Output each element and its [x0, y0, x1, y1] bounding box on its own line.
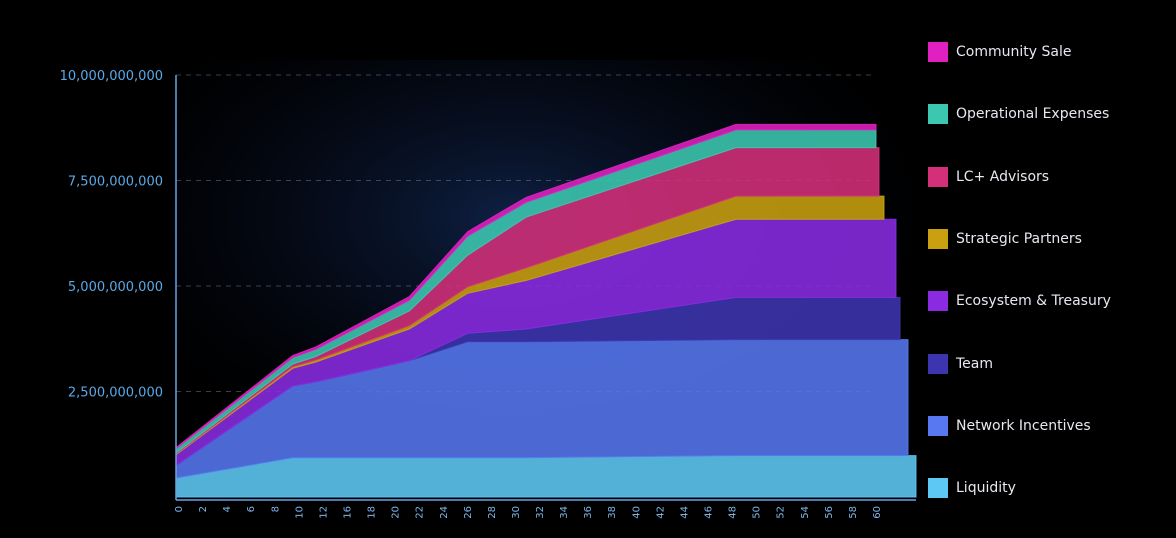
x-tick-label: 20 — [391, 506, 402, 519]
x-tick-label: 12 — [318, 506, 329, 519]
x-tick-label: 0 — [174, 506, 185, 512]
x-tick-label: 34 — [559, 506, 570, 519]
y-tick-label: 10,000,000,000 — [60, 69, 163, 84]
legend-swatch — [928, 291, 948, 312]
legend-item: LC+ Advisors — [928, 165, 1049, 189]
x-tick-label: 50 — [752, 506, 763, 519]
legend-swatch — [928, 166, 948, 187]
x-tick-label: 6 — [246, 506, 257, 512]
x-tick-label: 26 — [463, 506, 474, 519]
x-tick-label: 56 — [824, 506, 835, 519]
x-tick-label: 30 — [511, 506, 522, 519]
x-tick-label: 2 — [198, 506, 209, 512]
x-tick-label: 8 — [270, 506, 281, 512]
y-tick-label: 5,000,000,000 — [68, 280, 163, 295]
legend-item: Liquidity — [928, 476, 1016, 500]
x-tick-label: 24 — [439, 506, 450, 519]
legend-item: Operational Expenses — [928, 102, 1109, 126]
x-tick-label: 40 — [631, 506, 642, 519]
x-axis: 0 2 4 6 8 10 12 16 18 20 22 24 26 28 30 32 34 36 38 40 42 44 4… — [174, 499, 916, 519]
area-liquidity — [175, 455, 917, 498]
legend-swatch — [928, 415, 948, 436]
x-tick-label: 22 — [415, 506, 426, 519]
legend-swatch — [928, 42, 948, 62]
legend-swatch — [928, 478, 948, 499]
x-tick-label: 52 — [776, 506, 787, 519]
x-tick-label: 60 — [872, 506, 883, 519]
legend-label: Community Sale — [956, 44, 1072, 60]
y-tick-label: 2,500,000,000 — [68, 386, 163, 401]
legend-item: Network Incentives — [928, 414, 1091, 438]
legend-label: Team — [956, 355, 994, 372]
legend-label: Operational Expenses — [956, 106, 1110, 123]
legend-item: Community Sale — [928, 40, 1071, 64]
x-tick-label: 36 — [583, 506, 594, 519]
y-axis: 2,500,000,000 5,000,000,000 7,500,000,000 1… — [60, 69, 177, 500]
legend-label: Liquidity — [956, 480, 1016, 497]
area-series — [175, 123, 917, 498]
legend-label: Ecosystem & Treasury — [956, 293, 1111, 310]
legend-item: Ecosystem & Treasury — [928, 289, 1111, 313]
legend-swatch — [928, 353, 948, 374]
x-tick-label: 18 — [367, 506, 378, 519]
x-tick-label: 42 — [655, 506, 666, 519]
legend-label: LC+ Advisors — [956, 168, 1050, 185]
area-community-sale — [175, 123, 877, 450]
x-tick-label: 44 — [679, 506, 690, 519]
x-tick-label: 32 — [535, 506, 546, 519]
y-tick-label: 7,500,000,000 — [68, 175, 163, 190]
legend-label: Network Incentives — [956, 417, 1091, 434]
x-tick-label: 46 — [704, 506, 715, 519]
x-tick-label: 48 — [728, 506, 739, 519]
x-tick-label: 58 — [848, 506, 859, 519]
legend-item: Team — [928, 352, 993, 376]
x-tick-label: 54 — [800, 506, 811, 519]
x-tick-label: 38 — [607, 506, 618, 519]
x-tick-label: 10 — [294, 506, 305, 519]
legend-swatch — [928, 104, 948, 125]
x-tick-label: 4 — [222, 506, 233, 512]
x-tick-label: 16 — [343, 506, 354, 519]
legend-item: Strategic Partners — [928, 227, 1082, 251]
legend-label: Strategic Partners — [956, 230, 1082, 247]
legend-swatch — [928, 228, 948, 249]
x-tick-label: 28 — [487, 506, 498, 519]
